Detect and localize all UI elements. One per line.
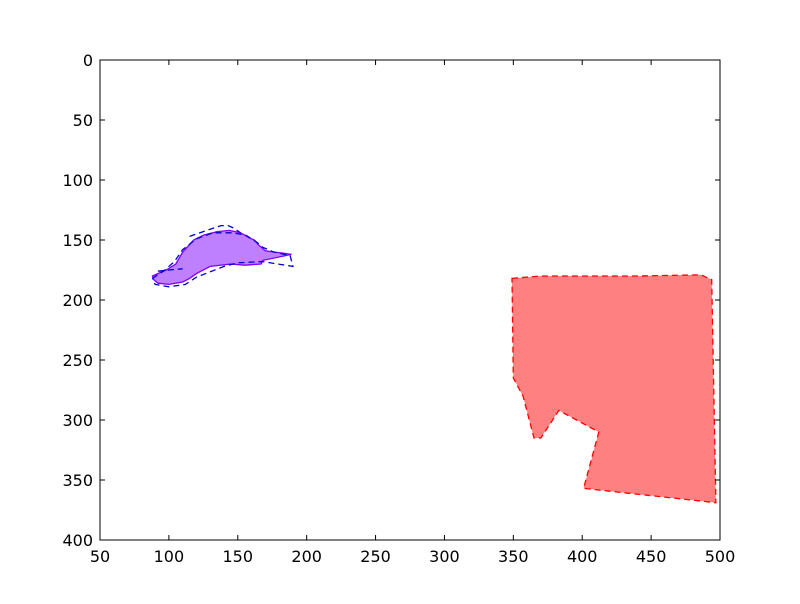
x-tick-label: 150: [223, 547, 254, 566]
x-tick-label: 250: [360, 547, 391, 566]
y-tick-label: 150: [62, 231, 93, 250]
x-tick-label: 350: [498, 547, 529, 566]
series-1-filled-polygon: [151, 229, 292, 286]
series-2-outline: [151, 232, 294, 288]
x-tick-label: 400: [567, 547, 598, 566]
x-tick-label: 50: [90, 547, 110, 566]
y-tick-label: 0: [83, 51, 93, 70]
x-tick-label: 450: [636, 547, 667, 566]
x-tick-label: 500: [705, 547, 736, 566]
y-tick-label: 350: [62, 471, 93, 490]
series-layer: [151, 224, 717, 504]
x-tick-label: 200: [291, 547, 322, 566]
y-tick-label: 400: [62, 531, 93, 550]
y-tick-label: 250: [62, 351, 93, 370]
series-4-outline: [157, 268, 183, 272]
y-tick-label: 50: [73, 111, 93, 130]
x-tick-label: 100: [154, 547, 185, 566]
x-tick-label: 300: [429, 547, 460, 566]
y-tick-label: 200: [62, 291, 93, 310]
tick-layer: 50 100 150 200 250 300 350 400 450 500 0 50 100 150 20…: [62, 51, 735, 566]
y-tick-label: 100: [62, 171, 93, 190]
series-0-filled-polygon: [511, 274, 717, 504]
y-tick-label: 300: [62, 411, 93, 430]
